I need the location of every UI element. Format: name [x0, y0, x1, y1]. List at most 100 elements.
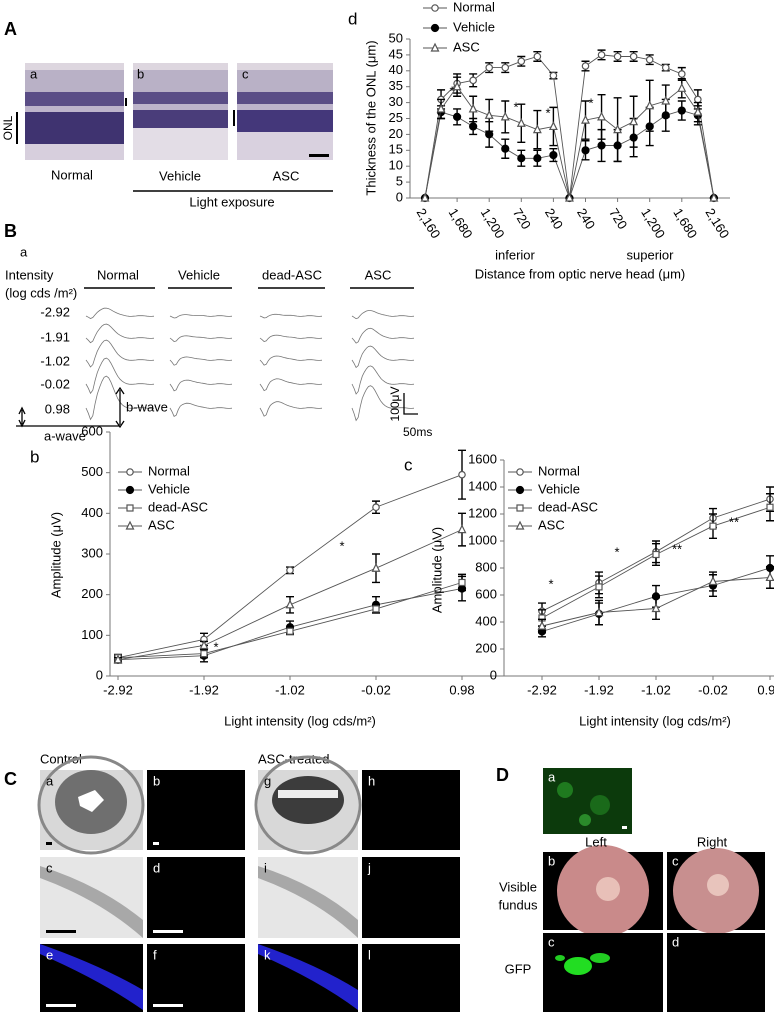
marker	[199, 640, 209, 650]
marker	[468, 103, 478, 113]
erg-trace	[85, 323, 155, 344]
x-tick-label: 240	[574, 205, 598, 231]
erg-trace	[259, 334, 323, 342]
legend-label: Vehicle	[453, 19, 495, 34]
marker	[469, 76, 477, 85]
x-tick-label: -1.92	[584, 682, 614, 697]
erg-trace	[169, 379, 233, 392]
annotation: *	[339, 538, 344, 553]
x-tick-label: 720	[510, 205, 534, 231]
marker	[532, 124, 542, 134]
erg-trace	[351, 327, 415, 344]
marker	[457, 524, 467, 534]
marker	[651, 603, 661, 613]
marker	[517, 57, 526, 66]
legend-marker	[430, 23, 440, 33]
y-tick-label: 1000	[468, 532, 497, 547]
marker	[458, 470, 466, 479]
row-label: -1.02	[40, 353, 70, 368]
group-label: Light exposure	[189, 194, 274, 209]
marker	[533, 52, 542, 61]
marker	[436, 103, 446, 113]
image-label: c	[672, 853, 679, 868]
marker	[549, 150, 558, 160]
marker	[708, 576, 718, 586]
marker	[113, 654, 123, 664]
marker	[533, 154, 542, 163]
marker	[200, 650, 208, 658]
marker	[693, 106, 703, 116]
x-tick-label: -0.02	[361, 682, 391, 697]
erg-trace	[351, 385, 415, 422]
x-tick-label: -2.92	[527, 682, 557, 697]
erg-trace	[351, 310, 415, 320]
side-label: Left	[585, 834, 607, 849]
legend-marker	[516, 468, 524, 476]
image-label: f	[153, 947, 157, 962]
marker	[548, 121, 558, 131]
marker	[581, 114, 590, 124]
marker	[765, 572, 774, 582]
legend-marker	[126, 468, 134, 476]
x-tick-label: 1,680	[446, 205, 476, 241]
erg-trace	[259, 378, 323, 392]
microscopy-images	[37, 755, 460, 1012]
y-tick-label: 100	[81, 627, 103, 642]
row-label: -0.02	[40, 376, 70, 391]
marker	[629, 52, 638, 61]
y-tick-label: 0	[396, 189, 403, 204]
x-tick-label: 1,680	[670, 205, 700, 241]
marker	[469, 122, 478, 131]
erg-trace	[85, 357, 155, 395]
marker	[677, 82, 687, 92]
row-label: -2.92	[40, 304, 70, 319]
x-tick-label: -1.02	[275, 682, 305, 697]
erg-trace	[259, 313, 323, 319]
x-tick-label: 240	[542, 205, 566, 231]
column-label: ASC	[365, 267, 392, 282]
marker	[661, 95, 671, 105]
image-label: e	[46, 947, 53, 962]
x-tick-label: 0.98	[449, 682, 474, 697]
series-line	[424, 110, 715, 200]
caption: Vehicle	[159, 168, 201, 183]
x-tick-label: 1,200	[478, 205, 508, 241]
row-label: Visible	[499, 879, 537, 894]
y-tick-label: 35	[389, 78, 403, 93]
marker	[484, 109, 494, 119]
image-label: d	[672, 934, 679, 949]
legend-label: Normal	[148, 463, 190, 478]
wave-label: a-wave	[44, 428, 86, 443]
marker	[452, 81, 462, 91]
y-tick-label: 800	[475, 559, 497, 574]
panel-label: C	[4, 769, 17, 789]
caption: Normal	[51, 167, 93, 182]
sub-label: a	[20, 244, 28, 259]
marker	[709, 522, 717, 530]
y-tick-label: 40	[389, 62, 403, 77]
y-tick-label: 5	[396, 174, 403, 189]
caption: ASC	[273, 168, 300, 183]
marker	[652, 550, 660, 559]
marker	[581, 62, 590, 70]
marker	[420, 192, 430, 202]
image-label: a	[30, 66, 38, 81]
column-label: Vehicle	[178, 267, 220, 282]
image-label: c	[548, 934, 555, 949]
y-tick-label: 600	[81, 423, 103, 438]
y-tick-label: 30	[389, 94, 403, 109]
legend-marker	[125, 520, 135, 530]
marker	[677, 106, 686, 115]
x-axis-title: Distance from optic nerve head (μm)	[475, 266, 686, 281]
image-label: i	[264, 860, 267, 875]
y-tick-label: 1200	[468, 505, 497, 520]
marker	[537, 620, 547, 630]
axis-sublabel: superior	[627, 247, 675, 262]
annotation: *	[513, 99, 518, 114]
marker	[501, 144, 510, 153]
marker	[564, 192, 574, 202]
row-label: GFP	[505, 961, 532, 976]
scale-label: 50ms	[403, 425, 432, 439]
legend-label: Normal	[538, 463, 580, 478]
